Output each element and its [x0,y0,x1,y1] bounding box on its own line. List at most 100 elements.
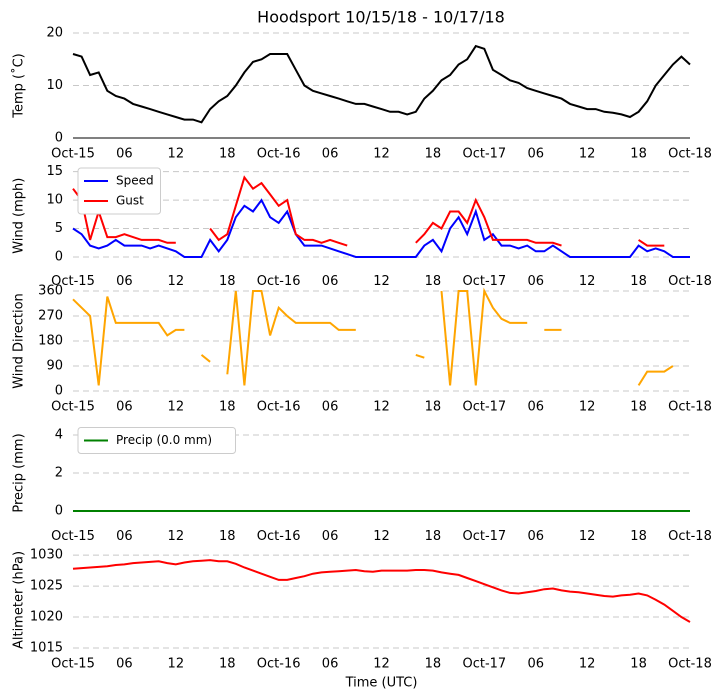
legend-box [77,167,161,215]
x-tick-label: 06 [527,274,544,289]
x-tick-label: 18 [425,147,442,162]
data-line [226,290,356,386]
legend-label: Precip (0.0 mm) [116,433,212,447]
x-tick-label: Oct-18 [668,529,712,544]
x-tick-label: 18 [219,529,236,544]
chart-title: Hoodsport 10/15/18 - 10/17/18 [257,8,505,27]
x-tick-label: 12 [579,529,596,544]
x-tick-label: 06 [116,274,133,289]
x-tick-label: 18 [630,529,647,544]
x-tick-label: Oct-15 [51,657,95,672]
x-tick-label: 18 [630,657,647,672]
y-tick-label: 270 [38,309,63,324]
y-tick-label: 1025 [30,579,63,594]
x-tick-label: Oct-18 [668,147,712,162]
x-tick-label: 12 [579,147,596,162]
y-tick-label: 1020 [30,610,63,625]
legend-label: Speed [116,174,154,188]
y-tick-label: 5 [55,221,63,236]
x-tick-label: 12 [168,147,185,162]
x-tick-label: 18 [219,657,236,672]
x-tick-label: Oct-15 [51,400,95,415]
y-tick-label: 180 [38,334,63,349]
data-line [200,354,211,363]
x-tick-label: 18 [630,400,647,415]
x-tick-label: 18 [219,274,236,289]
y-tick-label: 15 [46,164,63,179]
data-line [72,559,691,623]
x-tick-label: 06 [322,147,339,162]
x-axis-label: Time (UTC) [345,676,418,691]
x-tick-label: 06 [527,657,544,672]
x-tick-label: 18 [219,400,236,415]
x-tick-label: 12 [168,529,185,544]
x-tick-label: Oct-16 [257,529,301,544]
y-tick-label: 90 [46,359,63,374]
data-line [638,239,665,247]
x-tick-label: 06 [322,529,339,544]
y-tick-label: 0 [55,504,63,519]
x-tick-label: Oct-17 [462,147,506,162]
y-tick-label: 1030 [30,548,63,563]
y-axis-label: Temp (˚C) [11,53,27,119]
x-tick-label: Oct-16 [257,274,301,289]
y-tick-label: 0 [55,384,63,399]
x-tick-label: Oct-16 [257,657,301,672]
x-tick-label: Oct-17 [462,529,506,544]
x-tick-label: Oct-15 [51,529,95,544]
y-tick-label: 1015 [30,641,63,656]
data-line [72,198,690,258]
x-tick-label: 06 [527,529,544,544]
x-tick-label: 18 [219,147,236,162]
x-tick-label: Oct-17 [462,274,506,289]
x-tick-label: 18 [425,274,442,289]
x-tick-label: 18 [630,274,647,289]
x-tick-label: Oct-18 [668,400,712,415]
x-tick-label: 06 [322,657,339,672]
x-tick-label: 12 [168,657,185,672]
y-tick-label: 0 [55,249,63,264]
y-tick-label: 2 [55,466,63,481]
y-axis-label: Precip (mm) [12,433,27,512]
data-line [72,188,176,244]
x-tick-label: 06 [116,147,133,162]
x-tick-label: 12 [373,529,390,544]
x-tick-label: 12 [579,400,596,415]
x-tick-label: 06 [116,657,133,672]
x-tick-label: Oct-15 [51,147,95,162]
x-tick-label: 06 [527,400,544,415]
data-line [415,353,425,359]
x-tick-label: 12 [373,400,390,415]
x-tick-label: 12 [579,274,596,289]
data-line [209,175,348,247]
data-line [440,287,528,386]
y-axis-label: Wind Direction [12,293,27,389]
y-tick-label: 20 [46,26,63,41]
x-tick-label: 18 [630,147,647,162]
x-tick-label: 12 [373,147,390,162]
x-tick-label: 06 [322,400,339,415]
y-tick-label: 10 [46,193,63,208]
x-tick-label: 12 [373,274,390,289]
legend-label: Gust [116,194,144,208]
x-tick-label: 12 [579,657,596,672]
x-tick-label: Oct-15 [51,274,95,289]
x-tick-label: 18 [425,657,442,672]
data-line [415,197,562,247]
x-tick-label: 18 [425,529,442,544]
y-tick-label: 4 [55,428,63,443]
x-tick-label: 12 [168,274,185,289]
y-tick-label: 0 [55,131,63,146]
x-tick-label: Oct-17 [462,657,506,672]
legend-box [77,427,236,454]
x-tick-label: Oct-16 [257,147,301,162]
y-tick-label: 360 [38,284,63,299]
x-tick-label: 18 [425,400,442,415]
data-line [637,365,674,386]
y-tick-label: 10 [46,78,63,93]
x-tick-label: Oct-16 [257,400,301,415]
x-tick-label: 12 [168,400,185,415]
x-tick-label: 06 [527,147,544,162]
x-tick-label: 06 [116,400,133,415]
